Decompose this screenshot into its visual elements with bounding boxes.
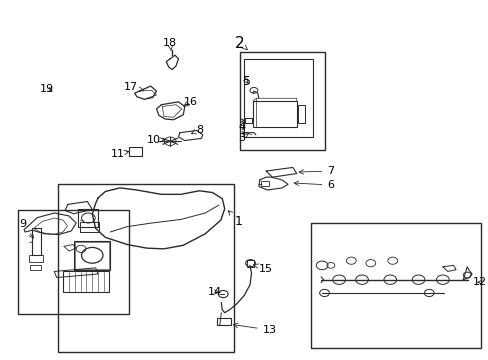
Bar bbox=[246, 260, 253, 267]
Text: 18: 18 bbox=[163, 38, 177, 51]
Bar bbox=[311, 223, 480, 348]
Bar bbox=[80, 222, 99, 232]
Bar bbox=[30, 265, 41, 270]
Bar bbox=[240, 52, 324, 149]
Text: 11: 11 bbox=[110, 149, 128, 159]
Bar bbox=[261, 181, 268, 186]
Text: 9: 9 bbox=[19, 219, 34, 238]
Text: 4: 4 bbox=[238, 122, 245, 132]
Bar bbox=[58, 184, 234, 352]
Bar bbox=[32, 228, 41, 255]
Text: 14: 14 bbox=[207, 287, 222, 297]
Text: 8: 8 bbox=[191, 125, 203, 135]
Text: 12: 12 bbox=[471, 277, 486, 287]
Text: 13: 13 bbox=[233, 323, 276, 335]
Text: 7: 7 bbox=[299, 166, 334, 176]
Text: 16: 16 bbox=[183, 97, 197, 107]
Bar bbox=[75, 242, 109, 269]
Bar bbox=[74, 241, 110, 270]
Bar bbox=[18, 210, 128, 315]
Text: 1: 1 bbox=[228, 211, 242, 228]
Text: 10: 10 bbox=[147, 135, 164, 145]
Text: 15: 15 bbox=[253, 264, 272, 274]
Bar bbox=[78, 209, 98, 227]
Bar bbox=[63, 271, 109, 292]
Bar bbox=[297, 105, 305, 123]
Bar bbox=[244, 59, 313, 137]
Bar bbox=[29, 255, 42, 262]
Text: 6: 6 bbox=[294, 180, 334, 190]
Text: 19: 19 bbox=[40, 84, 54, 94]
Bar bbox=[217, 319, 230, 325]
Bar bbox=[128, 147, 142, 156]
Text: 17: 17 bbox=[124, 82, 143, 93]
Text: 3: 3 bbox=[238, 133, 248, 143]
Bar bbox=[252, 101, 296, 127]
Text: 5: 5 bbox=[242, 75, 250, 88]
Text: 2: 2 bbox=[234, 36, 247, 50]
